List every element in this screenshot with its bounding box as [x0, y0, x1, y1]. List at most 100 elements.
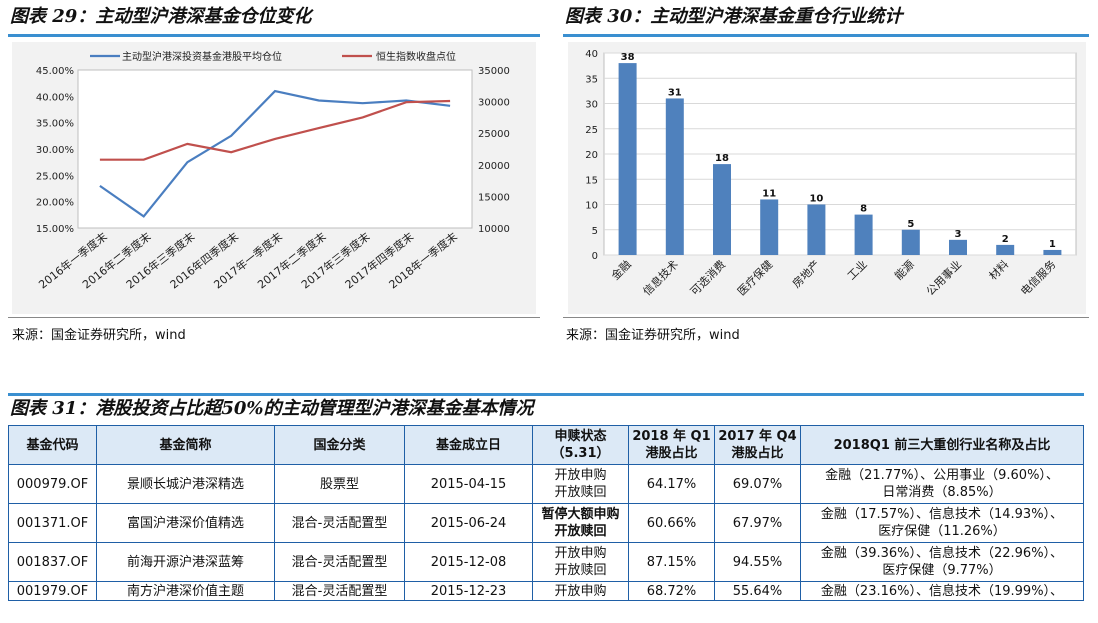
- x-tick-label: 工业: [845, 258, 870, 283]
- data-label: 38: [621, 52, 635, 63]
- y-left-tick-label: 40.00%: [36, 92, 74, 103]
- figure-30-source: 来源：国金证券研究所，wind: [566, 328, 740, 343]
- cell-q1: 60.66%: [628, 503, 715, 543]
- cell-status: 开放申购: [532, 581, 629, 601]
- bar: [1043, 249, 1062, 255]
- x-tick-label: 电信服务: [1018, 258, 1058, 298]
- cell-industries: 金融（23.16%）、信息技术（19.99%）、: [800, 581, 1084, 601]
- x-tick-label: 材料: [986, 257, 1011, 282]
- header-q4: 2017 年 Q4 港股占比: [714, 425, 801, 465]
- cell-q1: 87.15%: [628, 542, 715, 582]
- y-right-tick-label: 35000: [478, 66, 510, 77]
- y-tick-label: 10: [585, 201, 598, 212]
- figure-29-source: 来源：国金证券研究所，wind: [12, 328, 186, 343]
- y-right-tick-label: 25000: [478, 129, 510, 140]
- bar: [949, 239, 967, 255]
- y-tick-label: 0: [592, 251, 598, 262]
- cell-type: 混合-灵活配置型: [274, 503, 405, 543]
- figure-30-rule: [563, 34, 1089, 37]
- header-q1: 2018 年 Q1 港股占比: [628, 425, 715, 465]
- data-label: 8: [860, 204, 867, 215]
- cell-q1: 64.17%: [628, 464, 715, 504]
- bar: [854, 214, 873, 255]
- figure-29-title: 图表 29：主动型沪港深基金仓位变化: [10, 6, 312, 27]
- cell-name: 南方沪港深价值主题: [96, 581, 275, 601]
- data-label: 31: [668, 87, 682, 98]
- x-tick-label: 能源: [891, 257, 916, 282]
- header-type: 国金分类: [274, 425, 405, 465]
- table-row: 001979.OF 南方沪港深价值主题 混合-灵活配置型 2015-12-23 …: [8, 581, 1084, 601]
- cell-date: 2015-12-23: [404, 581, 533, 601]
- data-label: 11: [762, 188, 776, 199]
- cell-industries: 金融（17.57%）、信息技术（14.93%）、 医疗保健（11.26%）: [800, 503, 1084, 543]
- header-industries: 2018Q1 前三大重创行业名称及占比: [800, 425, 1084, 465]
- data-label: 3: [955, 229, 962, 240]
- x-tick-label: 信息技术: [640, 257, 681, 298]
- cell-status: 开放申购 开放赎回: [532, 542, 629, 582]
- y-tick-label: 5: [592, 226, 598, 237]
- line-chart-area: 45.00% 40.00% 35.00% 30.00% 25.00% 20.00% 15.0…: [12, 42, 536, 314]
- bar: [760, 199, 779, 255]
- fund-table: 基金代码 基金简称 国金分类 基金成立日 申赎状态 （5.31） 2018 年 Q…: [8, 425, 1084, 601]
- x-tick-label: 公用事业: [924, 258, 964, 298]
- cell-name: 前海开源沪港深蓝筹: [96, 542, 275, 582]
- data-label: 2: [1002, 234, 1009, 245]
- figure-31-title: 图表 31：港股投资占比超50%的主动管理型沪港深基金基本情况: [10, 398, 534, 419]
- legend-label-fund-position: 主动型沪港深投资基金港股平均仓位: [122, 50, 282, 63]
- figure-29-source-rule: [8, 317, 540, 318]
- y-tick-label: 40: [585, 49, 598, 60]
- y-tick-label: 30: [585, 100, 598, 111]
- cell-q4: 67.97%: [714, 503, 801, 543]
- y-left-tick-label: 45.00%: [36, 66, 74, 77]
- header-code: 基金代码: [8, 425, 97, 465]
- figure-30-title: 图表 30：主动型沪港深基金重仓行业统计: [565, 6, 903, 27]
- cell-name: 景顺长城沪港深精选: [96, 464, 275, 504]
- data-label: 1: [1049, 239, 1056, 250]
- figure-29-rule: [8, 34, 540, 37]
- y-tick-label: 25: [585, 125, 598, 136]
- x-tick-label: 医疗保健: [734, 257, 775, 298]
- header-name: 基金简称: [96, 425, 275, 465]
- cell-name: 富国沪港深价值精选: [96, 503, 275, 543]
- cell-status: 开放申购 开放赎回: [532, 464, 629, 504]
- bar-chart-area: 40 35 30 25 20 15 10 5 0 38 金融 31 信息技术 18 可选消费 11 医疗保健 10…: [568, 42, 1086, 314]
- y-left-tick-label: 30.00%: [36, 145, 74, 156]
- y-left-tick-label: 15.00%: [36, 224, 74, 235]
- y-right-tick-label: 10000: [478, 224, 510, 235]
- cell-q1: 68.72%: [628, 581, 715, 601]
- y-left-tick-label: 25.00%: [36, 171, 74, 182]
- cell-date: 2015-06-24: [404, 503, 533, 543]
- table-header-row: 基金代码 基金简称 国金分类 基金成立日 申赎状态 （5.31） 2018 年 Q…: [8, 425, 1084, 465]
- figure-30-source-rule: [563, 317, 1089, 318]
- y-right-tick-label: 30000: [478, 98, 510, 109]
- x-tick-label: 金融: [608, 257, 633, 282]
- bar: [665, 98, 684, 255]
- cell-q4: 55.64%: [714, 581, 801, 601]
- cell-type: 混合-灵活配置型: [274, 581, 405, 601]
- data-label: 18: [715, 153, 729, 164]
- data-label: 5: [907, 219, 914, 230]
- legend-label-hsi: 恒生指数收盘点位: [376, 50, 456, 63]
- series-line-fund-position: [99, 89, 451, 218]
- y-right-tick-label: 15000: [478, 192, 510, 203]
- cell-industries: 金融（39.36%）、信息技术（22.96%）、 医疗保健（9.77%）: [800, 542, 1084, 582]
- y-tick-label: 20: [585, 150, 598, 161]
- bar: [618, 63, 637, 255]
- plot-area: [77, 69, 473, 229]
- bar-chart: 403530252015105038金融31信息技术18可选消费11医疗保健10…: [585, 49, 1077, 298]
- y-tick-label: 35: [585, 74, 598, 85]
- bar: [807, 204, 826, 255]
- x-tick-label: 房地产: [789, 257, 822, 290]
- data-label: 10: [809, 194, 823, 205]
- cell-q4: 69.07%: [714, 464, 801, 504]
- x-tick-label: 可选消费: [687, 257, 728, 298]
- header-date: 基金成立日: [404, 425, 533, 465]
- table-row: 001837.OF 前海开源沪港深蓝筹 混合-灵活配置型 2015-12-08 …: [8, 542, 1084, 582]
- cell-industries: 金融（21.77%）、公用事业（9.60%）、 日常消费（8.85%）: [800, 464, 1084, 504]
- bar: [901, 229, 920, 255]
- header-status: 申赎状态 （5.31）: [532, 425, 629, 465]
- line-chart: 45.00% 40.00% 35.00% 30.00% 25.00% 20.00% 15.0…: [36, 50, 510, 291]
- cell-date: 2015-04-15: [404, 464, 533, 504]
- cell-code: 001371.OF: [8, 503, 97, 543]
- cell-type: 股票型: [274, 464, 405, 504]
